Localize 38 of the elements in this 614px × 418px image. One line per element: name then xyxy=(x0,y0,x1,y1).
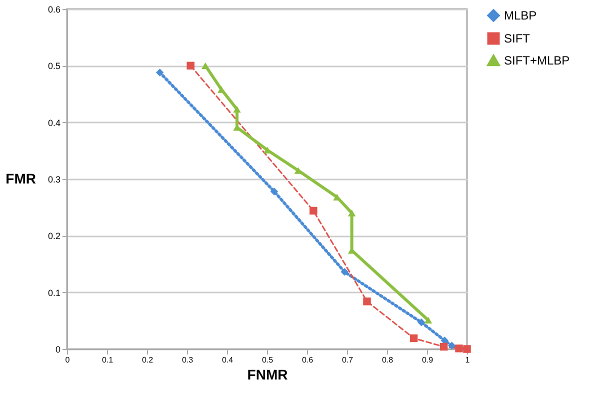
legend-label: MLBP xyxy=(504,8,537,22)
x-tick-label: 0.2 xyxy=(142,356,154,364)
x-tick-label: 0 xyxy=(65,356,70,364)
point xyxy=(186,62,194,70)
x-tick-label: 0.9 xyxy=(422,356,434,364)
y-tick-label: 0.2 xyxy=(48,231,60,242)
x-tick-label: 0.4 xyxy=(222,356,234,364)
y-tick-label: 0 xyxy=(55,344,60,354)
point xyxy=(348,210,356,216)
point xyxy=(218,86,226,93)
x-tick-label: 1 xyxy=(465,356,470,364)
y-axis-title: FMR xyxy=(6,170,36,186)
point xyxy=(418,318,426,326)
point xyxy=(202,62,210,70)
point xyxy=(233,106,241,113)
x-tick-label: 0.3 xyxy=(182,356,194,364)
y-tick-label: 0.6 xyxy=(48,4,60,14)
legend-label: SIFT+MLBP xyxy=(504,54,570,68)
point xyxy=(310,206,318,215)
point xyxy=(156,68,164,76)
y-tick-label: 0.3 xyxy=(48,174,60,184)
x-axis-title: FNMR xyxy=(247,366,288,382)
point xyxy=(410,334,418,342)
y-tick-label: 0.5 xyxy=(48,61,60,72)
x-tick-label: 0.1 xyxy=(102,356,114,364)
point xyxy=(440,342,448,351)
x-tick-label: 0.6 xyxy=(302,356,314,364)
legend-label: SIFT xyxy=(504,32,531,46)
point xyxy=(340,268,348,276)
x-tick-label: 0.8 xyxy=(382,356,394,364)
point xyxy=(424,316,432,324)
x-tick-label: 0.5 xyxy=(262,356,274,364)
point xyxy=(363,298,371,306)
y-tick-label: 0.1 xyxy=(48,288,60,298)
x-tick-label: 0.7 xyxy=(342,356,354,364)
y-tick-label: 0.4 xyxy=(48,118,60,128)
point xyxy=(448,342,456,350)
point xyxy=(270,188,278,196)
